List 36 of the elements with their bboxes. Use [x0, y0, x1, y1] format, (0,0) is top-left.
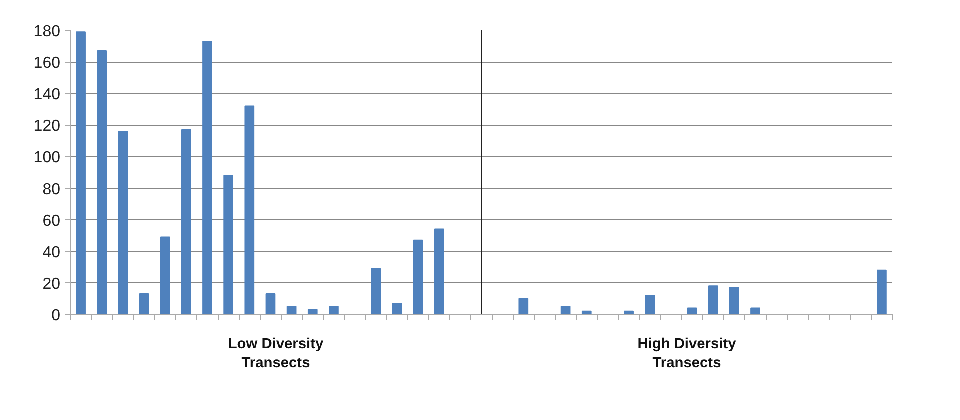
bar	[329, 306, 339, 314]
y-tick-label: 180	[34, 24, 61, 40]
bar	[181, 129, 192, 314]
bar	[139, 293, 150, 314]
bar	[645, 295, 656, 314]
bar	[434, 228, 444, 314]
y-tick-label: 40	[42, 244, 61, 262]
y-tick-label: 160	[34, 55, 61, 72]
bar	[708, 286, 718, 314]
y-tick-label: 0	[52, 308, 61, 324]
bar	[118, 130, 128, 314]
y-tick-label: 20	[42, 276, 61, 293]
bar	[560, 306, 571, 314]
bar	[877, 270, 887, 314]
bar	[266, 293, 276, 314]
y-tick-label: 60	[42, 212, 61, 230]
bar	[286, 306, 297, 314]
bar	[97, 50, 108, 314]
bar	[687, 308, 698, 314]
bar	[202, 41, 212, 314]
bar	[413, 240, 424, 314]
bar	[750, 308, 760, 314]
bar	[76, 32, 86, 314]
bar	[371, 268, 382, 314]
y-tick-label: 140	[34, 86, 61, 104]
y-tick-label: 120	[34, 118, 61, 136]
bar	[392, 302, 402, 314]
bar	[518, 298, 529, 314]
y-tick-label: 100	[34, 150, 61, 167]
y-tick-label: 80	[42, 181, 61, 198]
bar	[729, 287, 740, 314]
text: Low Diversity Transects	[228, 336, 324, 372]
text: High Diversity Transects	[638, 336, 738, 372]
bar	[160, 236, 170, 314]
bar	[224, 175, 234, 314]
bar	[244, 106, 255, 314]
